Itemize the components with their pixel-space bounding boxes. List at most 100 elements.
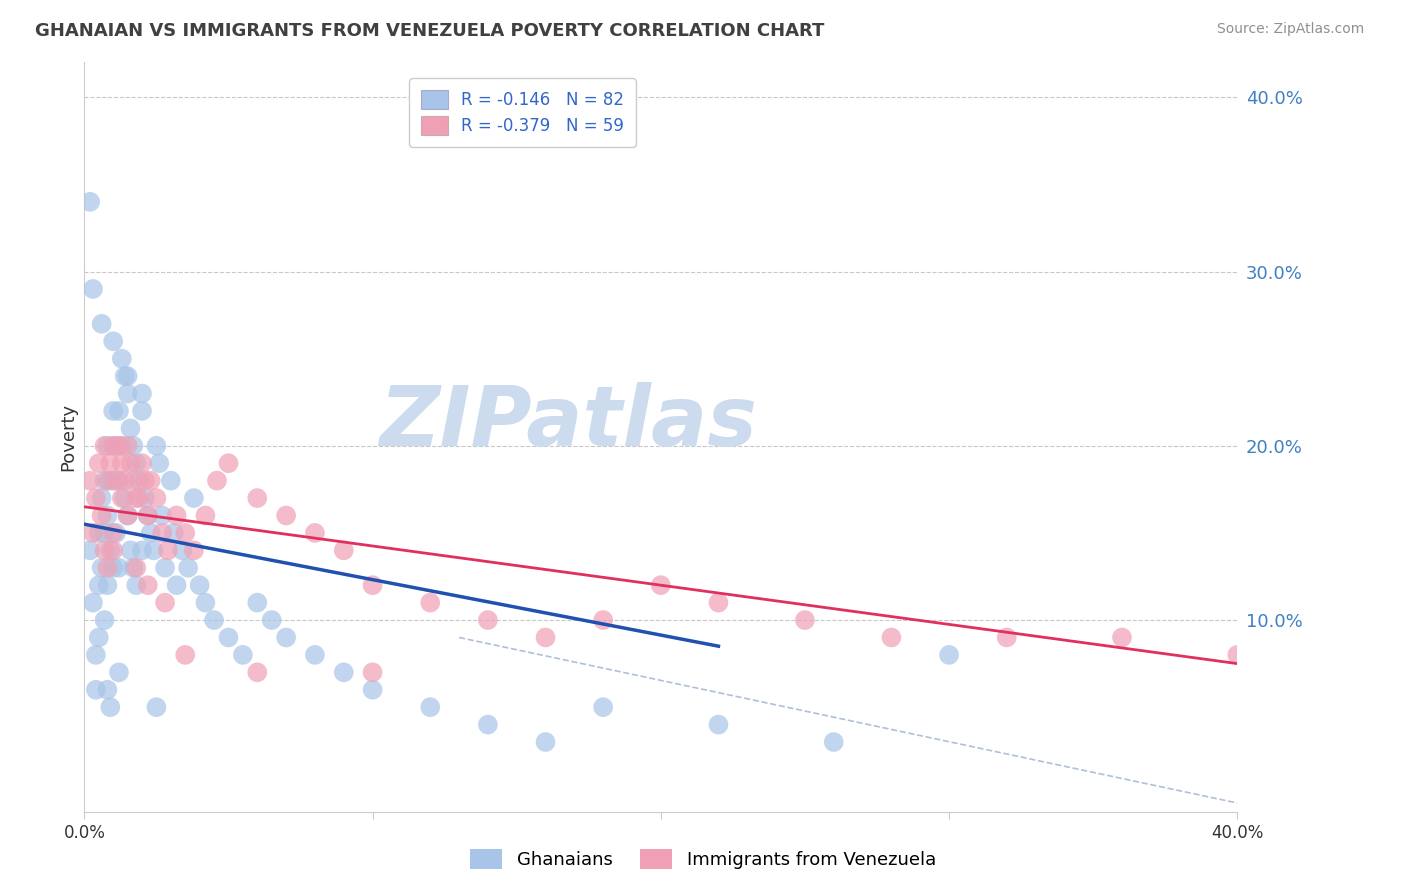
Legend: Ghanaians, Immigrants from Venezuela: Ghanaians, Immigrants from Venezuela [461, 839, 945, 879]
Point [246, 596, 269, 610]
Point [79, 194, 101, 209]
Point [103, 525, 124, 540]
Point [145, 700, 167, 714]
Point [153, 561, 176, 575]
Point [120, 421, 142, 435]
Point [333, 665, 356, 680]
Point [156, 543, 179, 558]
Point [105, 525, 128, 540]
Point [166, 578, 188, 592]
Point [111, 491, 134, 505]
Point [114, 474, 136, 488]
Point [163, 525, 186, 540]
Point [114, 369, 136, 384]
Point [125, 561, 148, 575]
Point [96, 439, 118, 453]
Point [98, 700, 121, 714]
Point [131, 456, 153, 470]
Legend: R = -0.146   N = 82, R = -0.379   N = 59: R = -0.146 N = 82, R = -0.379 N = 59 [409, 78, 636, 147]
Point [260, 613, 283, 627]
Point [938, 648, 960, 662]
Point [117, 369, 139, 384]
Point [134, 491, 156, 505]
Point [120, 456, 142, 470]
Point [177, 561, 200, 575]
Point [128, 474, 150, 488]
Point [160, 474, 183, 488]
Point [82, 596, 104, 610]
Point [246, 665, 269, 680]
Point [276, 631, 298, 645]
Point [93, 439, 115, 453]
Point [592, 700, 614, 714]
Point [534, 735, 557, 749]
Point [90, 561, 112, 575]
Point [477, 717, 499, 731]
Point [139, 474, 162, 488]
Point [139, 525, 162, 540]
Point [108, 665, 131, 680]
Point [105, 439, 128, 453]
Point [419, 700, 441, 714]
Point [125, 456, 148, 470]
Point [96, 561, 118, 575]
Point [218, 631, 240, 645]
Point [93, 613, 115, 627]
Point [96, 474, 118, 488]
Point [117, 439, 139, 453]
Point [122, 561, 145, 575]
Point [87, 525, 110, 540]
Point [166, 508, 188, 523]
Point [136, 578, 159, 592]
Point [188, 578, 211, 592]
Point [276, 508, 298, 523]
Point [87, 578, 110, 592]
Point [131, 404, 153, 418]
Point [131, 543, 153, 558]
Point [995, 631, 1018, 645]
Point [93, 543, 115, 558]
Point [361, 682, 384, 697]
Text: Source: ZipAtlas.com: Source: ZipAtlas.com [1216, 22, 1364, 37]
Point [79, 474, 101, 488]
Point [1111, 631, 1133, 645]
Point [111, 456, 134, 470]
Point [153, 596, 176, 610]
Point [174, 648, 197, 662]
Point [103, 561, 124, 575]
Point [82, 525, 104, 540]
Point [304, 648, 326, 662]
Text: ZIPatlas: ZIPatlas [380, 382, 758, 463]
Point [103, 334, 124, 349]
Point [136, 508, 159, 523]
Point [96, 682, 118, 697]
Point [103, 439, 124, 453]
Point [125, 491, 148, 505]
Point [98, 543, 121, 558]
Point [122, 474, 145, 488]
Point [205, 474, 228, 488]
Point [90, 317, 112, 331]
Point [131, 386, 153, 401]
Point [84, 648, 107, 662]
Point [361, 665, 384, 680]
Point [218, 456, 240, 470]
Point [90, 491, 112, 505]
Point [150, 508, 173, 523]
Point [134, 474, 156, 488]
Point [93, 525, 115, 540]
Point [136, 508, 159, 523]
Point [202, 613, 225, 627]
Point [90, 508, 112, 523]
Point [108, 439, 131, 453]
Point [477, 613, 499, 627]
Point [122, 439, 145, 453]
Point [183, 543, 205, 558]
Point [148, 456, 170, 470]
Point [114, 491, 136, 505]
Point [108, 561, 131, 575]
Point [84, 491, 107, 505]
Point [1226, 648, 1249, 662]
Point [108, 404, 131, 418]
Point [79, 543, 101, 558]
